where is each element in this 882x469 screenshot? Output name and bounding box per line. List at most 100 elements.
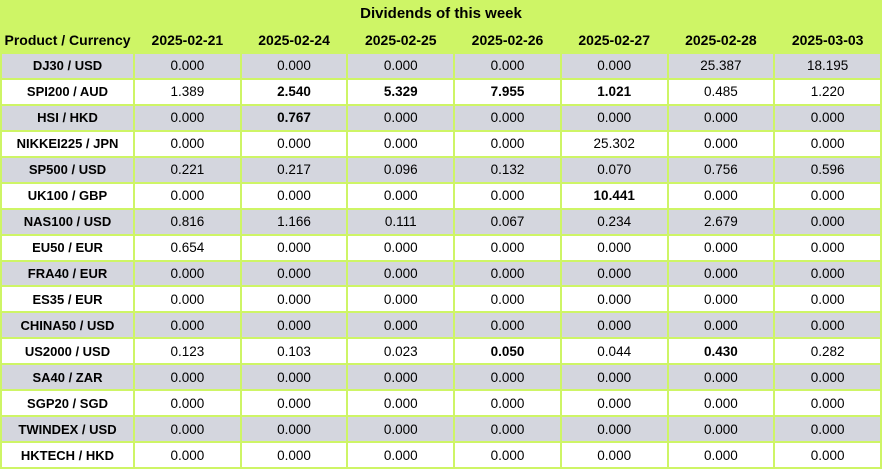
value-cell: 0.430 [668, 339, 774, 364]
product-cell: FRA40 / EUR [2, 261, 133, 286]
value-cell: 0.000 [241, 183, 347, 208]
value-cell: 0.067 [455, 209, 560, 234]
value-cell: 0.103 [241, 339, 347, 364]
value-cell: 0.000 [348, 365, 454, 390]
value-cell: 0.000 [241, 287, 347, 312]
value-cell: 0.000 [241, 365, 347, 390]
value-cell: 25.387 [668, 54, 774, 78]
value-cell: 0.000 [775, 261, 880, 286]
value-cell: 0.000 [241, 54, 347, 78]
value-cell: 0.000 [775, 183, 880, 208]
value-cell: 0.000 [561, 235, 667, 260]
value-cell: 0.000 [668, 417, 774, 442]
value-cell: 0.000 [135, 417, 240, 442]
value-cell: 10.441 [561, 183, 667, 208]
value-cell: 7.955 [455, 79, 560, 104]
table-title: Dividends of this week [2, 0, 880, 27]
value-cell: 0.044 [561, 339, 667, 364]
product-cell: SP500 / USD [2, 157, 133, 182]
product-cell: NIKKEI225 / JPN [2, 131, 133, 156]
product-cell: SGP20 / SGD [2, 391, 133, 416]
value-cell: 0.234 [561, 209, 667, 234]
value-cell: 0.000 [561, 287, 667, 312]
value-cell: 0.000 [561, 417, 667, 442]
value-cell: 0.000 [668, 365, 774, 390]
value-cell: 0.000 [668, 313, 774, 338]
value-cell: 0.221 [135, 157, 240, 182]
value-cell: 0.000 [561, 261, 667, 286]
value-cell: 0.000 [241, 443, 347, 467]
value-cell: 0.000 [775, 235, 880, 260]
value-cell: 0.000 [561, 391, 667, 416]
value-cell: 0.000 [668, 235, 774, 260]
value-cell: 0.000 [455, 287, 560, 312]
value-cell: 0.111 [348, 209, 454, 234]
value-cell: 0.000 [561, 105, 667, 130]
value-cell: 0.000 [135, 443, 240, 467]
value-cell: 0.000 [455, 183, 560, 208]
value-cell: 0.000 [455, 54, 560, 78]
value-cell: 0.050 [455, 339, 560, 364]
value-cell: 0.023 [348, 339, 454, 364]
product-cell: CHINA50 / USD [2, 313, 133, 338]
column-header-date: 2025-02-21 [135, 27, 240, 52]
value-cell: 0.000 [455, 417, 560, 442]
value-cell: 2.540 [241, 79, 347, 104]
value-cell: 0.000 [668, 105, 774, 130]
value-cell: 0.000 [135, 183, 240, 208]
value-cell: 0.096 [348, 157, 454, 182]
value-cell: 0.000 [348, 183, 454, 208]
value-cell: 0.000 [668, 391, 774, 416]
value-cell: 0.123 [135, 339, 240, 364]
product-cell: EU50 / EUR [2, 235, 133, 260]
value-cell: 0.485 [668, 79, 774, 104]
value-cell: 0.000 [668, 131, 774, 156]
value-cell: 0.000 [241, 131, 347, 156]
value-cell: 0.000 [455, 391, 560, 416]
value-cell: 1.389 [135, 79, 240, 104]
value-cell: 0.000 [775, 417, 880, 442]
product-cell: UK100 / GBP [2, 183, 133, 208]
value-cell: 0.000 [455, 365, 560, 390]
value-cell: 0.000 [775, 391, 880, 416]
column-header-date: 2025-02-25 [348, 27, 454, 52]
column-header-product: Product / Currency [2, 27, 133, 52]
value-cell: 0.000 [668, 443, 774, 467]
value-cell: 18.195 [775, 54, 880, 78]
product-cell: NAS100 / USD [2, 209, 133, 234]
value-cell: 1.166 [241, 209, 347, 234]
value-cell: 0.000 [455, 105, 560, 130]
value-cell: 0.000 [561, 313, 667, 338]
value-cell: 0.000 [348, 105, 454, 130]
value-cell: 1.220 [775, 79, 880, 104]
value-cell: 0.000 [455, 235, 560, 260]
value-cell: 5.329 [348, 79, 454, 104]
value-cell: 0.000 [135, 261, 240, 286]
value-cell: 0.132 [455, 157, 560, 182]
value-cell: 0.767 [241, 105, 347, 130]
product-cell: DJ30 / USD [2, 54, 133, 78]
value-cell: 0.000 [348, 313, 454, 338]
column-header-date: 2025-02-24 [241, 27, 347, 52]
value-cell: 0.000 [775, 209, 880, 234]
value-cell: 0.000 [668, 183, 774, 208]
value-cell: 25.302 [561, 131, 667, 156]
value-cell: 0.000 [135, 313, 240, 338]
value-cell: 0.000 [348, 417, 454, 442]
value-cell: 0.000 [668, 287, 774, 312]
value-cell: 0.816 [135, 209, 240, 234]
value-cell: 0.596 [775, 157, 880, 182]
value-cell: 0.000 [455, 443, 560, 467]
value-cell: 0.000 [241, 417, 347, 442]
column-header-date: 2025-02-28 [668, 27, 774, 52]
product-cell: SA40 / ZAR [2, 365, 133, 390]
column-header-date: 2025-02-27 [561, 27, 667, 52]
value-cell: 0.000 [241, 313, 347, 338]
value-cell: 0.000 [348, 443, 454, 467]
value-cell: 0.000 [348, 235, 454, 260]
value-cell: 0.000 [241, 391, 347, 416]
value-cell: 0.000 [241, 235, 347, 260]
value-cell: 0.000 [561, 365, 667, 390]
value-cell: 0.000 [135, 131, 240, 156]
